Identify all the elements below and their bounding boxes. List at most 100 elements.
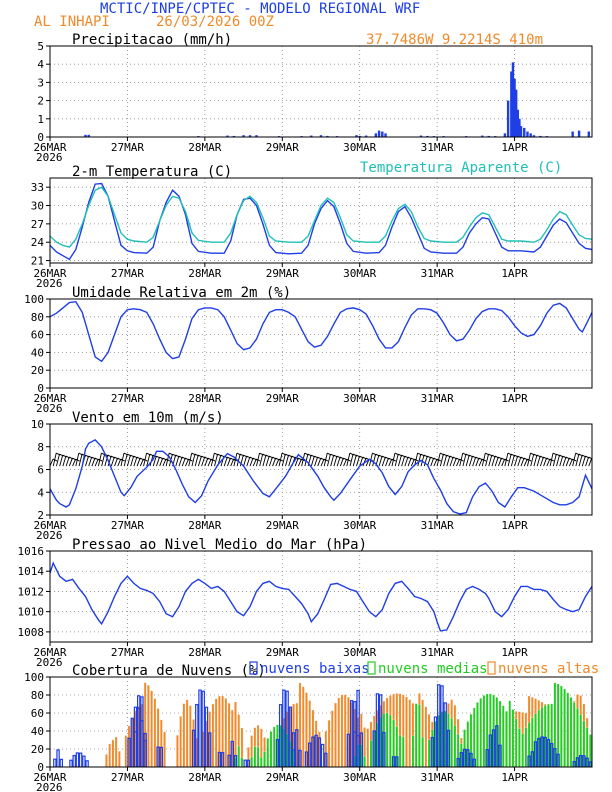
wind-barb (304, 453, 309, 467)
wind-barb (407, 457, 412, 467)
cloud-bar-mid (518, 728, 521, 767)
cloud-bar-high (308, 700, 312, 767)
wind-barb (323, 452, 328, 467)
wind-barb (175, 455, 180, 467)
wind-barb (194, 454, 199, 467)
x-tick-label: 26MAR (33, 267, 66, 280)
cloud-bar-low (556, 753, 560, 767)
x-tick-label: 27MAR (111, 392, 144, 405)
cloud-bar-low (359, 732, 364, 767)
precip-bar (516, 109, 519, 137)
precip-bar (248, 135, 252, 137)
wind-barb (143, 452, 147, 467)
y-tick-label: 21 (31, 255, 44, 268)
cloud-bar-mid (240, 757, 244, 767)
y-tick-label: 6 (37, 464, 44, 477)
cloud-bar-low (353, 701, 357, 767)
cloud-legend-label: nuvens altas (498, 661, 599, 677)
y-tick-label: 1 (37, 113, 44, 126)
wind-barb (410, 458, 415, 467)
wind-barb (514, 455, 519, 467)
wind-barb (298, 458, 302, 467)
wind-barb (139, 458, 144, 467)
cloud-bar-low (375, 693, 380, 767)
precip-bar (326, 135, 329, 137)
wind-barb (385, 457, 389, 467)
cloud-legend-swatch (487, 661, 496, 675)
cloud-bar-low (349, 700, 354, 767)
x-tick-label: 29MAR (266, 519, 299, 532)
cloud-bar-low (75, 752, 80, 767)
panel-title: Umidade Relativa em 2m (%) (72, 285, 291, 301)
y-tick-label: 2 (37, 95, 44, 108)
year-label: 2026 (36, 656, 63, 669)
panel-frame (49, 45, 593, 138)
panel-title: 2-m Temperatura (C) (72, 164, 232, 180)
cloud-bar-mid (521, 733, 524, 767)
wind-barb (233, 452, 238, 467)
cloud-bar-low (582, 755, 586, 767)
wind-barb (491, 455, 496, 467)
cloud-bar-mid (369, 740, 373, 767)
precip-bar (539, 135, 542, 137)
wind-barb (152, 455, 157, 467)
cloud-bar-high (421, 699, 424, 767)
cloud-bar-high (234, 701, 237, 767)
cloud-bar-high (111, 739, 115, 767)
wind-barb (72, 458, 76, 467)
x-tick-label: 27MAR (111, 771, 144, 784)
wind-barb (523, 458, 528, 467)
x-tick-label: 1APR (501, 141, 528, 154)
precip-bar (523, 127, 526, 137)
wind-barb (439, 453, 444, 467)
wind-barb (236, 453, 241, 467)
wind-barb (256, 452, 260, 467)
wind-barb (133, 456, 138, 467)
wind-barb (423, 455, 428, 467)
wind-barb (533, 454, 538, 467)
wind-barb (401, 455, 406, 467)
cloud-bar-low (191, 729, 196, 767)
cloud-bar-mid (450, 718, 453, 767)
cloud-bar-high (337, 697, 341, 767)
wind-barb (336, 456, 341, 467)
panel-title: Cobertura de Nuvens (%) (72, 663, 266, 679)
cloud-bar-mid (395, 726, 399, 767)
panel-frame (49, 676, 593, 768)
y-tick-label: 1012 (18, 585, 45, 598)
cloud-bar-high (237, 714, 241, 767)
cloud-bar-low (69, 759, 73, 767)
wind-barb (481, 452, 486, 467)
cloud-bar-mid (508, 700, 512, 767)
cloud-bar-low (311, 736, 315, 767)
wind-barb (559, 455, 564, 467)
precip-bar (255, 135, 258, 137)
cloud-bar-low (82, 755, 86, 767)
wind-barb (278, 452, 283, 467)
cloud-bar-mid (250, 756, 253, 767)
x-tick-label: 28MAR (188, 267, 221, 280)
wind-barb (207, 458, 212, 467)
x-tick-label: 27MAR (111, 519, 144, 532)
wind-barb (356, 455, 360, 467)
wind-barb (404, 456, 409, 467)
cloud-bar-low (472, 758, 476, 767)
cloud-bar-high (185, 699, 189, 767)
cloud-bar-low (275, 738, 280, 767)
wind-barb (575, 453, 580, 467)
cloud-bar-high (298, 682, 302, 767)
precip-bar (510, 71, 513, 137)
cloud-legend-swatch (249, 661, 258, 675)
x-tick-label: 26MAR (33, 392, 66, 405)
cloud-bar-mid (511, 709, 515, 767)
cloud-bar-high (147, 685, 150, 767)
precip-bar (310, 135, 313, 137)
wind-barb (188, 452, 193, 467)
cloud-bar-mid (363, 756, 366, 767)
wind-barb (285, 454, 289, 467)
cloud-bar-low (498, 744, 502, 767)
wind-barb (65, 456, 70, 467)
cloud-bar-low (575, 757, 580, 767)
y-tick-label: 4 (37, 486, 44, 499)
x-tick-label: 1APR (501, 771, 528, 784)
